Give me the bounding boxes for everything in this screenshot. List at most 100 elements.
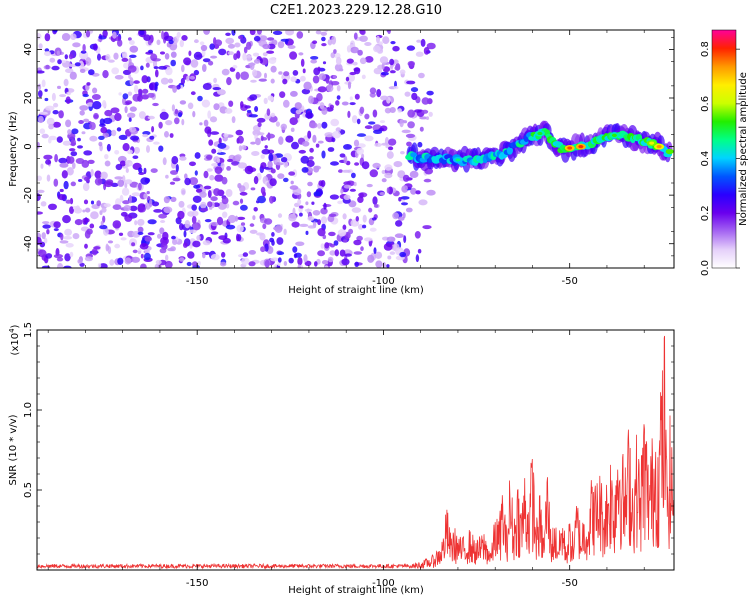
spectrogram-noise-cell	[125, 100, 133, 105]
spectrogram-noise-cell	[409, 170, 419, 178]
snr-data-point	[446, 509, 447, 510]
spectrogram-y-axis-label: Frequency (Hz)	[8, 111, 19, 187]
spectrogram-noise-cell	[246, 109, 252, 113]
spectrogram-noise-cell	[211, 148, 217, 154]
spectrogram-noise-cell	[309, 122, 318, 129]
spectrogram-noise-cell	[324, 242, 330, 249]
spectrogram-noise-cell	[406, 141, 412, 147]
spectrogram-noise-cell	[124, 257, 132, 265]
spectrogram-noise-cell	[343, 239, 348, 243]
spectrogram-noise-cell	[165, 254, 169, 261]
spectrogram-noise-cell	[180, 85, 184, 89]
spectrogram-noise-cell	[111, 67, 120, 75]
spectrogram-noise-cell	[320, 207, 328, 215]
spectrogram-noise-cell	[139, 243, 149, 250]
spectrogram-noise-cell	[351, 207, 362, 213]
spectrogram-noise-cell	[299, 205, 304, 209]
spectrogram-noise-cell	[368, 121, 376, 125]
spectrogram-noise-cell	[89, 122, 96, 130]
spectrogram-noise-cell	[248, 114, 258, 118]
spectrogram-noise-cell	[270, 168, 276, 174]
spectrogram-noise-cell	[113, 52, 119, 60]
spectrogram-noise-cell	[197, 95, 203, 102]
spectrogram-noise-cell	[171, 104, 175, 112]
spectrogram-noise-cell	[289, 117, 298, 126]
snr-y-axis-label: SNR (10 * v/v)	[8, 414, 19, 485]
spectrogram-noise-cell	[143, 252, 151, 261]
spectrogram-noise-cell	[165, 66, 173, 76]
snr-panel: -150 -100 -50 0.5 1.0 1.5 Height of straight…	[8, 322, 675, 596]
spectrogram-noise-cell	[157, 65, 168, 70]
snr-data-point	[660, 353, 661, 354]
spectrogram-noise-cell	[58, 110, 64, 119]
spectrogram-signal-cell	[506, 146, 513, 155]
spectrogram-noise-cell	[48, 203, 57, 210]
spectrogram-noise-cell	[400, 196, 410, 200]
spectrogram-noise-cell	[155, 69, 159, 78]
spectrogram-noise-cell	[139, 30, 145, 36]
spectrogram-noise-cell	[358, 224, 364, 230]
spectrogram-noise-cell	[194, 39, 199, 44]
spectrogram-noise-cell	[382, 66, 390, 73]
spectrogram-noise-cell	[61, 33, 71, 41]
spectrogram-noise-cell	[210, 196, 218, 202]
spectrogram-noise-cell	[45, 105, 55, 111]
spectrogram-noise-cell	[405, 207, 413, 213]
spectrogram-noise-cell	[56, 257, 64, 262]
snr-data-point	[565, 544, 566, 545]
spectrogram-noise-cell	[301, 88, 311, 95]
spectrogram-noise-cell	[79, 110, 85, 116]
spectrogram-noise-cell	[326, 84, 334, 92]
spectrogram-noise-cell	[81, 131, 86, 135]
spectrogram-noise-cell	[210, 55, 218, 59]
spectrogram-noise-cell	[341, 101, 349, 106]
spectrogram-noise-cell	[57, 85, 61, 89]
spectrogram-noise-cell	[103, 117, 113, 125]
spectrogram-noise-cell	[360, 246, 364, 252]
snr-x-tick-label: -100	[372, 578, 395, 589]
spectrogram-noise-cell	[132, 249, 138, 254]
spectrogram-noise-cell	[422, 225, 432, 230]
spectrogram-noise-cell	[79, 105, 89, 111]
spectrogram-noise-cell	[285, 135, 294, 143]
spectrogram-noise-cell	[397, 170, 406, 179]
spectrogram-noise-cell	[63, 236, 73, 240]
spectrogram-noise-cell	[83, 150, 93, 156]
spectrogram-noise-cell	[310, 59, 318, 64]
spectrogram-noise-cell	[112, 220, 122, 229]
spectrogram-noise-cell	[159, 51, 166, 55]
spectrogram-noise-cell	[264, 145, 268, 149]
spectrogram-noise-cell	[342, 213, 347, 220]
spectrogram-noise-cell	[161, 242, 168, 251]
spectrogram-noise-cell	[159, 227, 165, 235]
spectrogram-noise-cell	[157, 264, 162, 268]
spectrogram-noise-cell	[44, 51, 51, 57]
spectrogram-noise-cell	[170, 51, 177, 58]
spectrogram-noise-cell	[223, 133, 229, 138]
spectrogram-noise-cell	[346, 58, 354, 64]
spectrogram-noise-cell	[181, 64, 185, 73]
spectrogram-noise-cell	[372, 109, 378, 118]
spectrogram-noise-cell	[250, 79, 257, 83]
spectrogram-noise-cell	[426, 42, 436, 50]
spectrogram-noise-cell	[186, 75, 190, 82]
spectrogram-noise-cell	[213, 188, 221, 197]
spectrogram-noise-cell	[193, 69, 200, 76]
snr-data-point	[498, 525, 499, 526]
spectrogram-noise-cell	[150, 168, 158, 174]
colorbar-frame	[711, 29, 737, 269]
spectrogram-noise-cell	[201, 99, 211, 108]
spectrogram-noise-cell	[389, 107, 396, 113]
spectrogram-noise-cell	[342, 224, 347, 231]
spectrogram-noise-cell	[111, 129, 117, 137]
spectrogram-noise-cell	[323, 202, 327, 210]
snr-data-point	[599, 470, 600, 471]
spectrogram-noise-cell	[187, 211, 195, 217]
spectrogram-noise-cell	[78, 179, 83, 182]
spectrogram-noise-cell	[115, 163, 123, 171]
spectrogram-noise-cell	[70, 33, 77, 40]
snr-data-point	[632, 481, 633, 482]
spectrogram-noise-cell	[98, 263, 108, 268]
spectrogram-noise-cell	[299, 212, 303, 217]
spectrogram-noise-cell	[270, 257, 280, 262]
